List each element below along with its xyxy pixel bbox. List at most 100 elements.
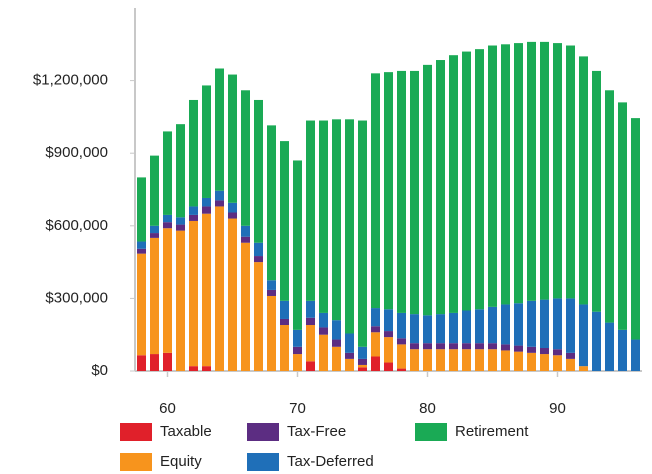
bar-segment bbox=[592, 70, 601, 312]
bar-segment bbox=[410, 70, 419, 315]
bar-segment bbox=[319, 312, 328, 328]
bar-segment bbox=[579, 304, 588, 367]
bar-segment bbox=[462, 349, 471, 371]
bar-segment bbox=[163, 352, 172, 371]
bar-segment bbox=[163, 131, 172, 215]
bar-segment bbox=[579, 56, 588, 305]
bar-segment bbox=[215, 206, 224, 371]
bar-segment bbox=[631, 118, 640, 340]
legend-swatch bbox=[247, 453, 279, 471]
bar-segment bbox=[475, 309, 484, 344]
bar-segment bbox=[163, 228, 172, 353]
bar-segment bbox=[345, 352, 354, 359]
bar-segment bbox=[410, 343, 419, 350]
bar-segment bbox=[449, 55, 458, 313]
bar-segment bbox=[553, 355, 562, 371]
bar-segment bbox=[358, 367, 367, 371]
bar-segment bbox=[319, 334, 328, 371]
bar-segment bbox=[540, 354, 549, 371]
bar-segment bbox=[527, 41, 536, 301]
bar-segment bbox=[267, 125, 276, 281]
bar-segment bbox=[254, 99, 263, 243]
bar-segment bbox=[332, 346, 341, 371]
bar-segment bbox=[501, 44, 510, 305]
bar-segment bbox=[176, 224, 185, 231]
bar-segment bbox=[254, 242, 263, 257]
bar-segment bbox=[410, 349, 419, 371]
bar-segment bbox=[514, 345, 523, 352]
bar-segment bbox=[605, 90, 614, 323]
bar-segment bbox=[228, 74, 237, 203]
bar-segment bbox=[527, 352, 536, 371]
bar-segment bbox=[371, 73, 380, 309]
bar-segment bbox=[241, 225, 250, 237]
bar-segment bbox=[527, 346, 536, 353]
bar-segment bbox=[371, 332, 380, 357]
bar-segment bbox=[488, 349, 497, 371]
bar-segment bbox=[436, 60, 445, 315]
legend-label: Retirement bbox=[455, 423, 529, 440]
bar-segment bbox=[280, 318, 289, 326]
bar-segment bbox=[397, 312, 406, 339]
bar-segment bbox=[280, 325, 289, 371]
legend-swatch bbox=[247, 423, 279, 441]
bar-segment bbox=[267, 280, 276, 290]
legend-swatch bbox=[120, 423, 152, 441]
bar-segment bbox=[280, 141, 289, 301]
bar-segment bbox=[137, 177, 146, 242]
bar-segment bbox=[202, 85, 211, 198]
bar-segment bbox=[189, 206, 198, 215]
bar-segment bbox=[345, 358, 354, 371]
bar-segment bbox=[137, 355, 146, 371]
bar-segment bbox=[553, 349, 562, 356]
bar-segment bbox=[514, 303, 523, 346]
bar-segment bbox=[280, 300, 289, 319]
bar-segment bbox=[358, 358, 367, 365]
bar-segment bbox=[475, 343, 484, 350]
bar-segment bbox=[514, 351, 523, 371]
legend-swatch bbox=[415, 423, 447, 441]
bar-segment bbox=[150, 237, 159, 355]
bar-segment bbox=[436, 314, 445, 344]
bar-segment bbox=[319, 120, 328, 313]
bar-segment bbox=[150, 155, 159, 226]
bar-segment bbox=[631, 339, 640, 371]
bar-segment bbox=[553, 43, 562, 299]
bar-segment bbox=[514, 43, 523, 304]
bar-segment bbox=[306, 300, 315, 318]
x-tick-label: 60 bbox=[159, 400, 176, 417]
bar-segment bbox=[137, 248, 146, 254]
bar-segment bbox=[449, 312, 458, 344]
bar-segment bbox=[215, 68, 224, 191]
bar-segment bbox=[501, 304, 510, 345]
bar-segment bbox=[293, 160, 302, 330]
bar-segment bbox=[605, 322, 614, 371]
bar-segment bbox=[592, 311, 601, 371]
bar-segment bbox=[228, 218, 237, 371]
bar-segment bbox=[618, 102, 627, 330]
bar-segment bbox=[475, 349, 484, 371]
bar-segment bbox=[189, 220, 198, 367]
bar-segment bbox=[436, 349, 445, 371]
bar-segment bbox=[462, 51, 471, 311]
bar-segment bbox=[488, 343, 497, 350]
bar-segment bbox=[163, 222, 172, 229]
bar-segment bbox=[345, 119, 354, 334]
bar-segment bbox=[501, 344, 510, 351]
x-tick-label: 70 bbox=[289, 400, 306, 417]
bar-segment bbox=[150, 225, 159, 234]
bar-segment bbox=[462, 343, 471, 350]
bar-segment bbox=[137, 241, 146, 249]
bar-segment bbox=[423, 349, 432, 371]
bar-segment bbox=[384, 309, 393, 332]
bar-segment bbox=[527, 300, 536, 347]
x-tick-label: 90 bbox=[549, 400, 566, 417]
bar-segment bbox=[553, 298, 562, 350]
bar-segment bbox=[579, 366, 588, 371]
bar-segment bbox=[423, 343, 432, 350]
bar-segment bbox=[202, 206, 211, 214]
bar-segment bbox=[241, 90, 250, 226]
bar-segment bbox=[488, 45, 497, 307]
bar-segment bbox=[228, 202, 237, 213]
bar-segment bbox=[293, 346, 302, 355]
